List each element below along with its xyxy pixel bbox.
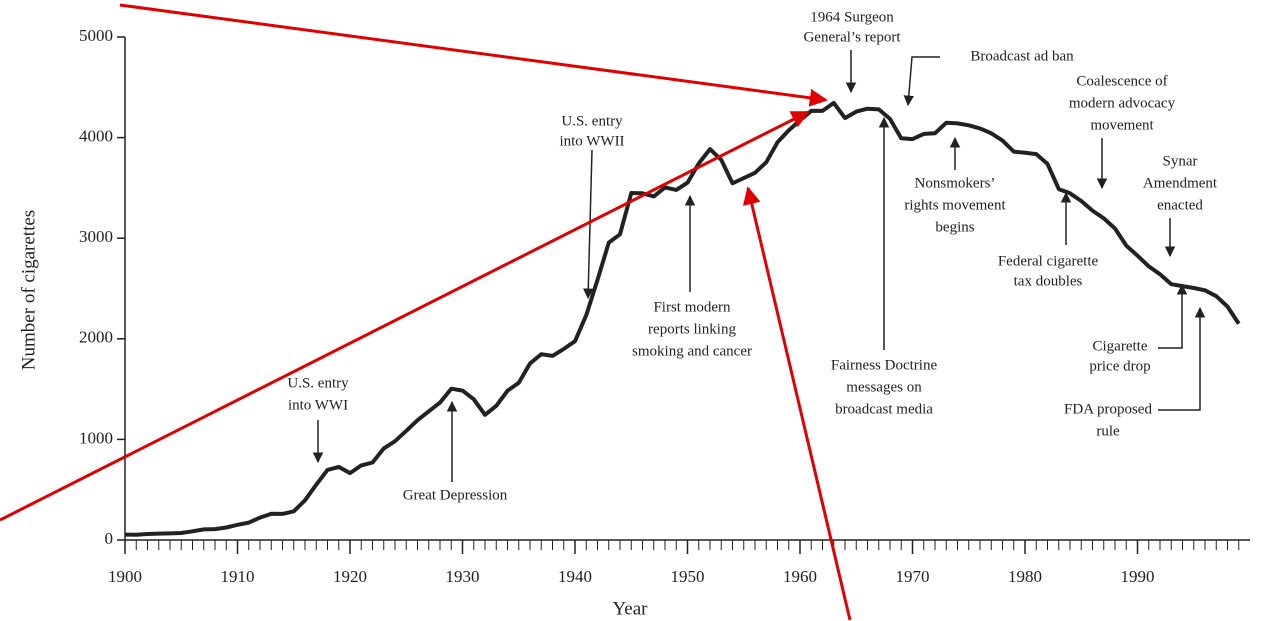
x-tick-label: 1970 (896, 567, 930, 586)
red-arrow (0, 110, 810, 522)
annotation-text: Fairness Doctrine (831, 357, 938, 373)
annotation-text: First modern (653, 299, 731, 315)
y-tick-label: 4000 (79, 127, 113, 146)
y-tick-label: 5000 (79, 26, 113, 45)
annotation-text: rights movement (904, 197, 1006, 213)
annotation-arrow (1158, 283, 1188, 349)
red-overlay-arrows (0, 3, 852, 621)
annotation-text: price drop (1089, 358, 1150, 374)
annotation-text: broadcast media (835, 401, 933, 417)
annotation-text: tax doubles (1014, 273, 1083, 289)
annotation-text: begins (935, 219, 974, 235)
data-line (124, 100, 1241, 537)
x-axis-label: Year (612, 598, 648, 619)
annotation-text: Coalescence of (1076, 73, 1167, 89)
x-tick-label: 1950 (671, 567, 705, 586)
x-tick-label: 1960 (783, 567, 817, 586)
red-arrow (119, 3, 828, 107)
annotation-text: into WWII (559, 133, 624, 149)
annotation-text: modern advocacy (1069, 95, 1176, 111)
annotation-text: U.S. entry (561, 113, 623, 129)
x-tick-label: 1900 (108, 567, 142, 586)
annotation-arrow (583, 149, 594, 300)
annotation-text: Cigarette (1093, 338, 1148, 354)
annotation-text: Nonsmokers’ (915, 175, 996, 191)
x-tick-label: 1910 (221, 567, 255, 586)
annotation-text: Amendment (1143, 175, 1218, 191)
x-tick-label: 1920 (333, 567, 367, 586)
y-tick-label: 0 (105, 529, 114, 548)
annotation-text: Great Depression (403, 487, 508, 503)
annotation-text: Broadcast ad ban (970, 48, 1074, 64)
annotation-text: smoking and cancer (632, 343, 752, 359)
annotation-arrow (903, 56, 940, 107)
red-arrow (742, 186, 852, 621)
annotation-text: FDA proposed (1064, 401, 1152, 417)
annotation-text: reports linking (648, 321, 736, 337)
annotation-arrow (1158, 306, 1206, 411)
y-tick-label: 2000 (79, 328, 113, 347)
x-tick-label: 1940 (558, 567, 592, 586)
y-tick-label: 1000 (79, 428, 113, 447)
annotation-text: messages on (846, 379, 922, 395)
annotation-text: rule (1096, 423, 1120, 439)
y-tick-label: 3000 (79, 227, 113, 246)
y-axis-label: Number of cigarettes (18, 210, 39, 370)
x-tick-label: 1990 (1121, 567, 1155, 586)
x-tick-label: 1980 (1008, 567, 1042, 586)
x-tick-label: 1930 (446, 567, 480, 586)
annotation-text: General’s report (803, 29, 901, 45)
plot-area: 0 1000 2000 3000 4000 5000 1900 1910 1920 1930 194… (79, 9, 1250, 586)
annotation-text: enacted (1157, 197, 1203, 213)
annotation-text: Federal cigarette (998, 253, 1099, 269)
annotation-text: movement (1090, 117, 1154, 133)
annotation-text: Synar (1163, 153, 1198, 169)
annotation-text: U.S. entry (287, 375, 349, 391)
annotation-text: into WWI (288, 397, 348, 413)
annotation-text: 1964 Surgeon (810, 9, 894, 25)
